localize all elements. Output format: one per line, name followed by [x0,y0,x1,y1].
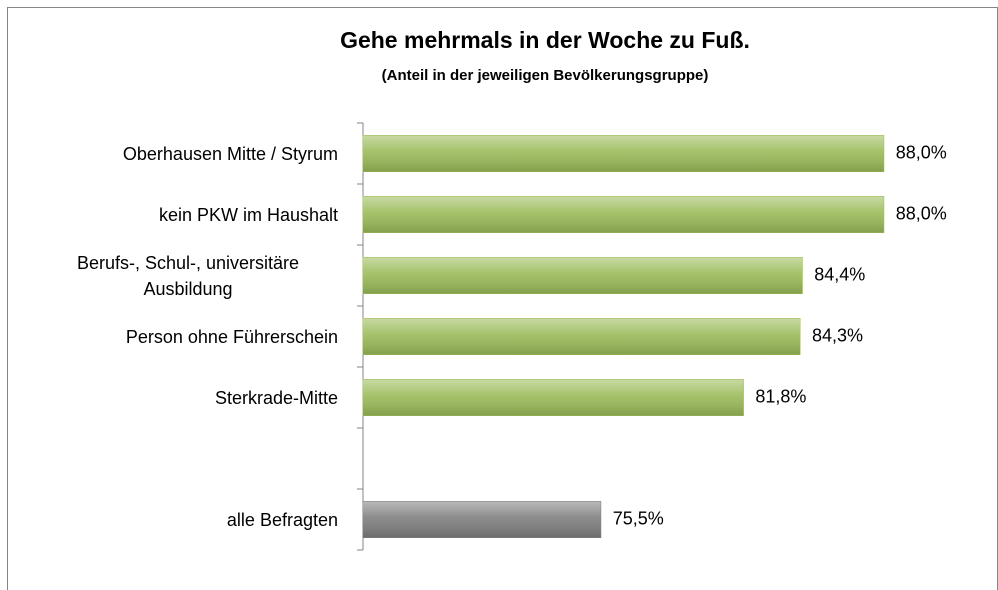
bar-shine [363,318,800,355]
category-text: Sterkrade-Mitte [214,387,338,408]
bar-shine [363,196,884,233]
category-text: Person ohne Führerschein [125,326,338,347]
chart-subtitle: (Anteil in der jeweiligen Bevölkerungsgr… [382,67,709,84]
category-label: kein PKW im Haushalt [159,202,338,228]
bar-shine [363,135,884,172]
category-label: Oberhausen Mitte / Styrum [123,141,338,167]
bar-shine [363,501,601,538]
value-label: 84,3% [812,325,863,345]
category-text: Berufs-, Schul-, universitäre Ausbildung [76,252,300,299]
value-label: 88,0% [896,203,947,223]
value-label: 88,0% [896,142,947,162]
category-text: Oberhausen Mitte / Styrum [122,143,338,164]
value-label: 81,8% [755,386,806,406]
chart-title: Gehe mehrmals in der Woche zu Fuß. [340,27,750,53]
category-label: alle Befragten [227,507,338,533]
category-label: Berufs-, Schul-, universitäre Ausbildung [38,250,338,302]
category-label: Sterkrade-Mitte [215,385,338,411]
bar-shine [363,379,744,416]
category-text: kein PKW im Haushalt [158,204,338,225]
value-label: 75,5% [613,508,664,528]
category-text: alle Befragten [226,509,338,530]
value-label: 84,4% [814,264,865,284]
bar-shine [363,257,803,294]
category-label: Person ohne Führerschein [126,324,338,350]
